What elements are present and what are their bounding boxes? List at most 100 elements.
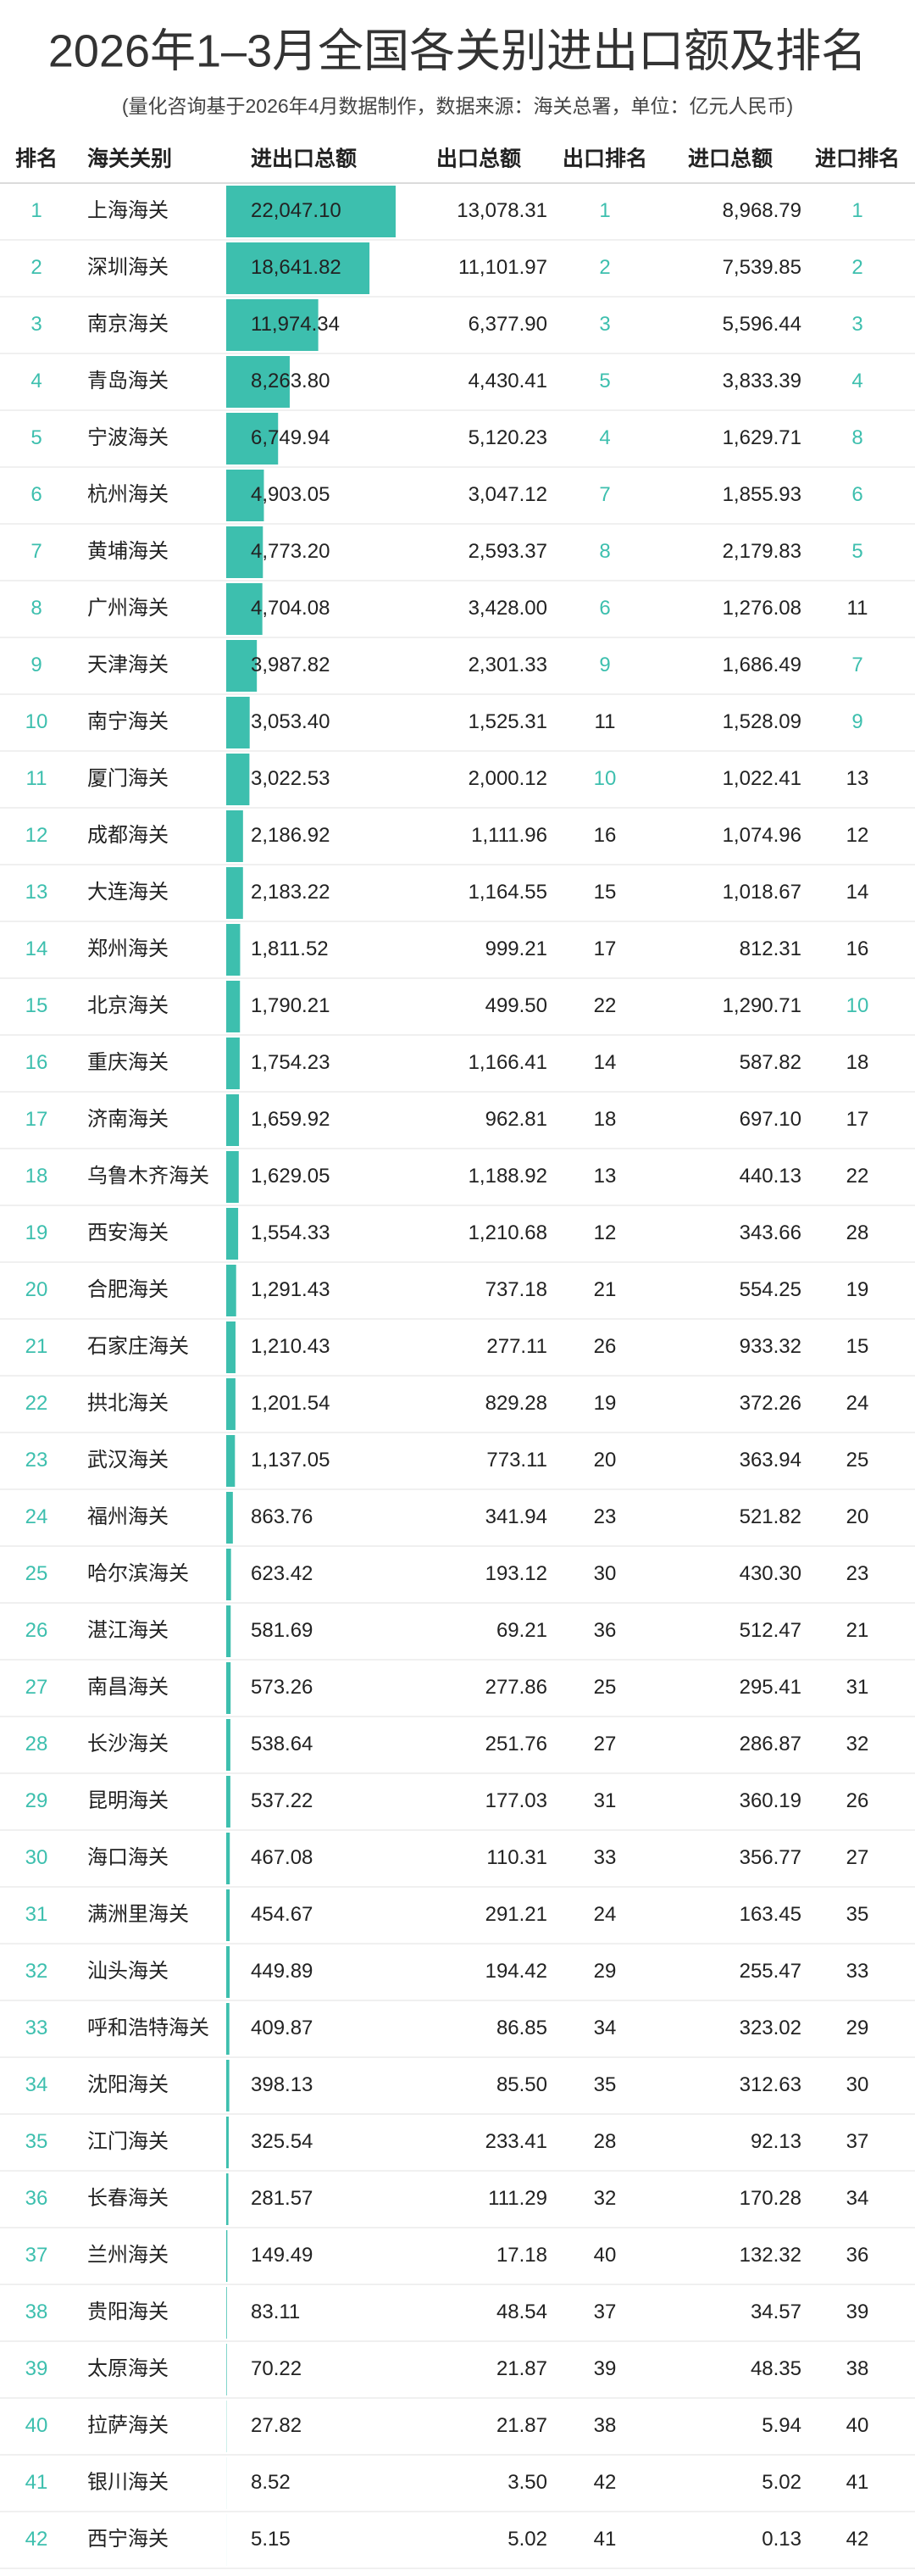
cell: 拉萨海关 (87, 2414, 169, 2437)
data-bar (226, 1378, 236, 1430)
cell: 24 (25, 1505, 48, 1528)
cell: 449.89 (251, 1960, 313, 1983)
cell: 29 (25, 1789, 48, 1812)
cell: 3 (851, 313, 862, 336)
data-bar (226, 1549, 231, 1600)
cell: 34.57 (751, 2301, 801, 2323)
cell: 42 (846, 2528, 869, 2551)
data-bar (226, 754, 250, 805)
cell: 15 (25, 994, 48, 1017)
cell: 863.76 (251, 1505, 313, 1528)
cell: 22 (594, 994, 617, 1017)
cell: 8 (851, 426, 862, 449)
column-header: 出口总额 (436, 147, 521, 171)
cell: 573.26 (251, 1676, 313, 1699)
cell: 太原海关 (87, 2357, 169, 2380)
cell: 440.13 (740, 1165, 801, 1188)
cell: 石家庄海关 (87, 1335, 189, 1358)
cell: 11,974.34 (251, 313, 340, 336)
cell: 25 (25, 1562, 48, 1585)
cell: 兰州海关 (87, 2244, 169, 2267)
title: 2026年1–3月全国各关别进出口额及排名 (48, 25, 867, 76)
cell: 277.11 (486, 1335, 547, 1358)
cell: 3 (30, 313, 42, 336)
cell: 5 (30, 426, 42, 449)
cell: 8,263.80 (251, 370, 330, 392)
cell: 14 (594, 1051, 617, 1074)
cell: 356.77 (740, 1846, 801, 1869)
cell: 291.21 (485, 1903, 547, 1926)
cell: 7 (599, 483, 610, 506)
column-header: 出口排名 (563, 147, 647, 171)
cell: 3,022.53 (251, 767, 330, 790)
cell: 17 (25, 1108, 48, 1131)
cell: 3,047.12 (469, 483, 547, 506)
cell: 1 (30, 199, 42, 222)
data-bar (226, 1265, 236, 1316)
cell: 37 (594, 2301, 617, 2323)
cell: 3,053.40 (251, 710, 330, 733)
cell: 277.86 (485, 1676, 547, 1699)
cell: 163.45 (740, 1903, 801, 1926)
cell: 42 (594, 2471, 617, 2494)
cell: 哈尔滨海关 (87, 1562, 189, 1585)
cell: 372.26 (740, 1392, 801, 1415)
cell: 5.15 (251, 2528, 291, 2551)
cell: 0.13 (762, 2528, 801, 2551)
cell: 512.47 (740, 1619, 801, 1642)
cell: 17 (846, 1108, 869, 1131)
cell: 537.22 (251, 1789, 313, 1812)
data-bar (226, 2173, 229, 2225)
cell: 25 (594, 1676, 617, 1699)
cell: 22 (25, 1392, 48, 1415)
cell: 满洲里海关 (87, 1903, 189, 1926)
cell: 737.18 (485, 1278, 547, 1301)
cell: 11 (595, 710, 616, 733)
cell: 773.11 (486, 1449, 547, 1472)
cell: 7 (851, 654, 862, 676)
cell: 昆明海关 (87, 1789, 169, 1812)
cell: 8 (599, 540, 610, 563)
cell: 251.76 (485, 1733, 547, 1755)
cell: 1,137.05 (251, 1449, 330, 1472)
cell: 36 (25, 2187, 48, 2210)
cell: 13 (846, 767, 869, 790)
cell: 11 (26, 767, 47, 790)
cell: 1,686.49 (723, 654, 801, 676)
cell: 962.81 (485, 1108, 547, 1131)
cell: 4,903.05 (251, 483, 330, 506)
cell: 杭州海关 (87, 483, 169, 506)
cell: 39 (25, 2357, 48, 2380)
cell: 35 (594, 2073, 617, 2096)
data-bar (226, 1094, 240, 1146)
cell: 312.63 (740, 2073, 801, 2096)
data-bar (226, 1321, 236, 1373)
cell: 430.30 (740, 1562, 801, 1585)
cell: 12 (25, 824, 48, 847)
cell: 111.29 (488, 2187, 547, 2210)
cell: 西安海关 (87, 1221, 169, 1244)
data-bar (226, 924, 241, 976)
cell: 12 (846, 824, 869, 847)
cell: 8.52 (251, 2471, 291, 2494)
cell: 1,629.71 (723, 426, 801, 449)
cell: 12 (594, 1221, 617, 1244)
data-bar (226, 2117, 229, 2168)
cell: 1,290.71 (723, 994, 801, 1017)
cell: 6 (30, 483, 42, 506)
cell: 29 (846, 2017, 869, 2039)
cell: 23 (846, 1562, 869, 1585)
cell: 济南海关 (87, 1108, 169, 1131)
cell: 1 (851, 199, 862, 222)
data-bar (226, 1719, 230, 1771)
cell: 南京海关 (87, 313, 169, 336)
cell: 36 (846, 2244, 869, 2267)
cell: 454.67 (251, 1903, 313, 1926)
cell: 398.13 (251, 2073, 313, 2096)
cell: 40 (846, 2414, 869, 2437)
cell: 31 (25, 1903, 48, 1926)
cell: 177.03 (485, 1789, 547, 1812)
cell: 999.21 (485, 937, 547, 960)
cell: 27 (25, 1676, 48, 1699)
cell: 323.02 (740, 2017, 801, 2039)
